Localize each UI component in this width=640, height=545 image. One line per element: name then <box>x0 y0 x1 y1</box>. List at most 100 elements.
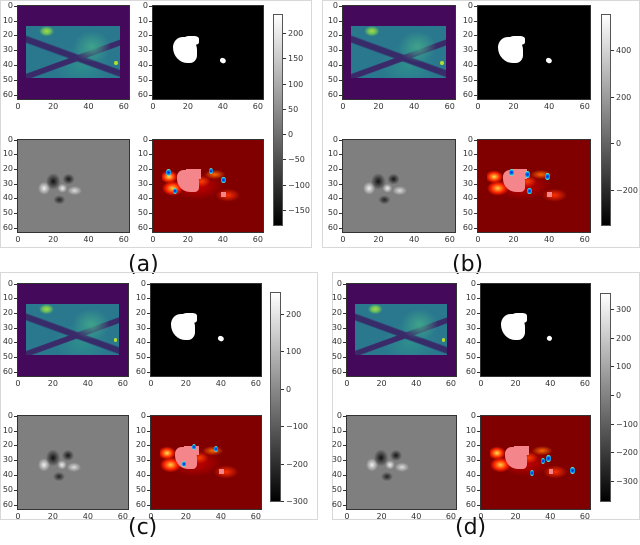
colorbar-tick-label: −50 <box>283 156 305 164</box>
colorbar-tick-label: 200 <box>611 334 631 343</box>
y-tick-label: 40 <box>322 61 342 69</box>
y-tick-label: 0 <box>326 411 346 420</box>
y-tick-label: 10 <box>322 16 342 25</box>
y-tick-label: 40 <box>460 338 480 346</box>
y-tick-label: 20 <box>132 165 152 173</box>
hot-spot <box>221 176 226 184</box>
y-tick-label: 10 <box>0 16 17 25</box>
y-tick-label: 20 <box>0 31 17 39</box>
colorbar-tick-label: 0 <box>611 392 621 400</box>
saliency-heatmap-c <box>150 415 262 510</box>
gradient-map-c <box>17 415 129 510</box>
x-tick-label: 20 <box>180 512 191 521</box>
x-tick-label: 60 <box>252 235 263 244</box>
y-tick-label: 0 <box>132 135 152 144</box>
hot-spot <box>530 469 535 477</box>
x-tick-label: 0 <box>344 379 350 388</box>
x-tick-label: 60 <box>250 379 261 388</box>
y-tick-label: 10 <box>460 426 480 435</box>
x-tick-label: 60 <box>445 379 457 388</box>
x-tick-label: 60 <box>444 235 455 244</box>
hot-spot <box>191 443 197 451</box>
y-tick-label: 40 <box>326 471 346 479</box>
y-tick-label: 30 <box>460 456 480 464</box>
y-tick-label: 10 <box>0 294 17 302</box>
bright-spot <box>114 60 119 65</box>
hot-spot <box>181 460 187 468</box>
input-mri-slice-b <box>342 5 456 100</box>
x-tick-label: 60 <box>579 379 591 388</box>
x-tick-label: 0 <box>475 102 481 111</box>
x-tick-label: 20 <box>182 102 193 111</box>
gradient-pattern <box>34 439 95 486</box>
y-tick-label: 60 <box>457 90 477 99</box>
x-tick-label: 40 <box>411 379 422 388</box>
x-tick-label: 20 <box>510 379 521 388</box>
mask-region <box>183 35 200 46</box>
y-tick-label: 0 <box>322 1 342 10</box>
mask-region <box>181 313 198 323</box>
colorbar-tick-label: 0 <box>611 140 621 148</box>
x-tick-label: 20 <box>48 102 59 111</box>
y-tick-label: 0 <box>322 135 342 144</box>
panel-label-c: (c) <box>128 515 158 540</box>
gradient-map-a <box>17 139 130 233</box>
hot-spot <box>546 455 551 462</box>
y-tick-label: 60 <box>326 500 346 509</box>
x-tick-label: 0 <box>15 512 21 521</box>
x-tick-label: 0 <box>148 512 154 521</box>
y-tick-label: 30 <box>460 323 480 332</box>
y-tick-label: 10 <box>132 16 152 25</box>
x-tick-label: 20 <box>376 379 387 388</box>
y-tick-label: 50 <box>326 485 346 494</box>
colorbar-tick-label: −300 <box>611 477 638 486</box>
gradient-pattern <box>363 439 424 486</box>
y-tick-label: 20 <box>457 31 477 39</box>
y-tick-label: 50 <box>322 209 342 217</box>
y-tick-label: 0 <box>0 411 17 420</box>
x-tick-label: 40 <box>215 512 226 521</box>
saliency-heatmap-b <box>477 139 591 233</box>
mask-overlay-small <box>219 469 224 474</box>
gradient-pattern <box>34 163 96 209</box>
y-tick-label: 40 <box>132 61 152 69</box>
y-tick-label: 30 <box>132 46 152 54</box>
y-tick-label: 0 <box>0 135 17 144</box>
y-tick-label: 40 <box>0 61 17 69</box>
x-tick-label: 40 <box>217 102 228 111</box>
x-tick-label: 40 <box>83 235 94 244</box>
y-tick-label: 50 <box>132 75 152 84</box>
colorbar-tick-label: −300 <box>281 498 308 506</box>
y-tick-label: 0 <box>0 279 17 288</box>
x-tick-label: 20 <box>373 235 384 244</box>
ground-truth-mask-c <box>150 283 262 377</box>
mask-overlay <box>184 445 200 456</box>
y-tick-label: 10 <box>460 294 480 302</box>
mask-overlay <box>513 445 529 456</box>
y-tick-label: 10 <box>457 16 477 25</box>
y-tick-label: 10 <box>0 150 17 158</box>
mask-overlay <box>511 169 528 179</box>
y-tick-label: 0 <box>130 279 150 288</box>
x-tick-label: 20 <box>180 379 191 388</box>
y-tick-label: 50 <box>0 353 17 361</box>
mask-region <box>217 334 225 342</box>
colorbar-tick-label: 100 <box>611 363 631 371</box>
hot-spot <box>213 445 219 453</box>
y-tick-label: 30 <box>322 179 342 188</box>
y-tick-label: 0 <box>457 135 477 144</box>
gradient-pattern <box>359 163 422 209</box>
x-tick-label: 60 <box>117 379 128 388</box>
heat-glow <box>161 163 250 209</box>
colorbar-tick-label: −150 <box>283 206 310 215</box>
x-tick-label: 60 <box>579 235 590 244</box>
x-tick-label: 0 <box>15 379 21 388</box>
hot-spot <box>509 169 514 176</box>
y-tick-label: 30 <box>0 46 17 54</box>
x-tick-label: 0 <box>340 102 346 111</box>
y-tick-label: 10 <box>326 426 346 435</box>
x-tick-label: 20 <box>182 235 193 244</box>
hot-spot <box>527 187 532 195</box>
x-tick-label: 0 <box>344 512 350 521</box>
y-tick-label: 10 <box>130 426 150 435</box>
